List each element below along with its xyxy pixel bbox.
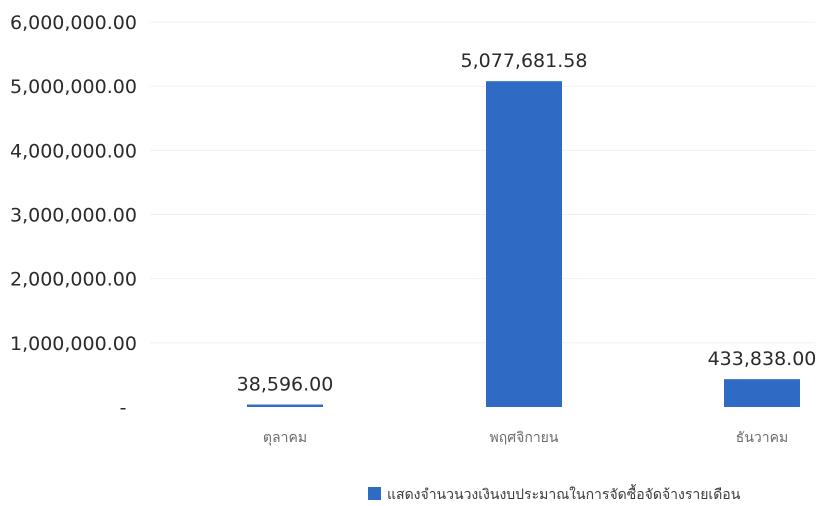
legend: แสดงจำนวนวงเงินงบประมาณในการจัดซื้อจัดจ้… xyxy=(368,484,741,503)
data-label: 433,838.00 xyxy=(708,348,817,370)
y-tick-label: 6,000,000.00 xyxy=(10,12,137,34)
y-tick-label: 5,000,000.00 xyxy=(10,76,137,98)
legend-swatch xyxy=(368,487,381,500)
y-tick-label: 2,000,000.00 xyxy=(10,269,137,291)
x-category-label: ธันวาคม xyxy=(736,430,788,446)
x-category-label: พฤศจิกายน xyxy=(490,430,559,446)
x-axis-category-labels: ตุลาคม พฤศจิกายน ธันวาคม xyxy=(263,430,788,446)
data-label: 38,596.00 xyxy=(237,374,334,396)
y-tick-label: 4,000,000.00 xyxy=(10,140,137,162)
y-tick-label: 1,000,000.00 xyxy=(10,333,137,355)
legend-label: แสดงจำนวนวงเงินงบประมาณในการจัดซื้อจัดจ้… xyxy=(387,484,741,503)
bar xyxy=(247,404,323,407)
data-labels: 38,596.00 5,077,681.58 433,838.00 xyxy=(237,50,817,395)
y-tick-label: 3,000,000.00 xyxy=(10,205,137,227)
bar xyxy=(486,81,562,407)
bars xyxy=(247,81,800,407)
y-tick-label: - xyxy=(120,397,127,419)
x-category-label: ตุลาคม xyxy=(263,430,307,446)
bar xyxy=(724,379,800,407)
y-axis-tick-labels: - 1,000,000.00 2,000,000.00 3,000,000.00 4,0… xyxy=(10,12,137,419)
data-label: 5,077,681.58 xyxy=(461,50,588,72)
gridlines xyxy=(150,21,815,344)
